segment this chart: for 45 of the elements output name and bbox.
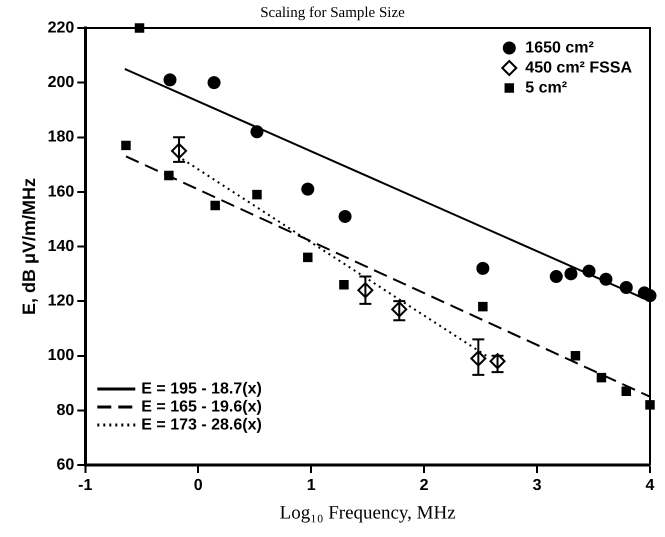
point [476, 262, 490, 275]
point [303, 252, 313, 262]
y-tick-label: 140 [48, 238, 74, 255]
point [564, 267, 578, 280]
point [301, 182, 314, 196]
point [339, 280, 349, 290]
point [570, 351, 580, 360]
chart-title: Scaling for Sample Size [260, 4, 406, 21]
x-tick-label: 1 [306, 477, 316, 494]
x-tick-label: -1 [78, 477, 93, 494]
point [596, 372, 606, 382]
point [164, 73, 176, 86]
y-tick-label: 120 [48, 292, 74, 310]
y-tick-label: 80 [56, 402, 74, 419]
y-tick-label: 100 [48, 347, 74, 364]
legend-label: E = 173 - 28.6(x) [141, 416, 262, 434]
y-tick-label: 200 [48, 74, 74, 92]
y-tick-label: 220 [48, 19, 74, 36]
legend-label: 1650 cm² [525, 39, 594, 56]
y-tick-label: 60 [56, 456, 74, 474]
point [478, 302, 488, 312]
point [250, 125, 264, 138]
y-tick-label: 160 [48, 183, 74, 200]
point [582, 264, 596, 278]
y-tick-label: 180 [48, 128, 74, 146]
legend-label: 5 cm² [525, 79, 568, 96]
point [620, 280, 633, 294]
point [338, 210, 352, 223]
point [550, 270, 563, 284]
x-tick-label: 2 [420, 477, 429, 494]
point [252, 190, 262, 200]
legend-label: E = 165 - 19.6(x) [141, 398, 262, 416]
x-axis-title: Log₁₀ Frequency, MHz [280, 502, 456, 524]
legend-label: 450 cm² FSSA [525, 59, 632, 76]
point [208, 76, 221, 90]
legend-label: E = 195 - 18.7(x) [141, 380, 262, 398]
point [622, 386, 632, 396]
x-tick-label: 3 [532, 477, 542, 494]
y-axis-title: E, dB μV/m/MHz [18, 178, 39, 316]
point [210, 200, 220, 210]
point [121, 140, 131, 150]
point [599, 272, 612, 286]
x-tick-label: 4 [646, 477, 655, 494]
point [164, 170, 174, 180]
x-tick-label: 0 [194, 477, 203, 494]
